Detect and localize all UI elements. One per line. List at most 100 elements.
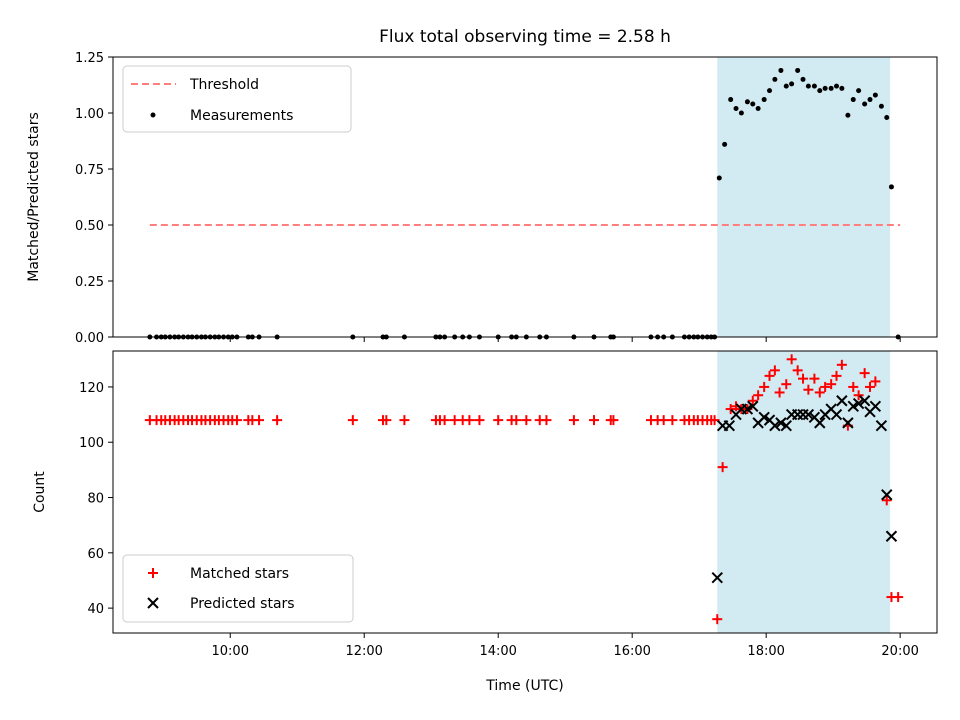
- measurement-point: [789, 81, 795, 87]
- predicted-stars-point: [852, 397, 865, 410]
- legend-matched-label: Matched stars: [190, 566, 289, 582]
- x-tick-label: 14:00: [479, 644, 516, 659]
- predicted-stars-point: [769, 419, 781, 432]
- y-tick-label: 1.00: [75, 107, 104, 122]
- matched-stars-point: [589, 415, 600, 426]
- matched-stars-point: [493, 415, 504, 426]
- y-tick-label: 60: [87, 547, 104, 562]
- top-legend: Threshold Measurements: [122, 65, 352, 133]
- measurement-point: [811, 83, 817, 89]
- matched-stars-point: [439, 415, 450, 426]
- top-legend-box: [122, 65, 352, 133]
- measurement-point: [817, 88, 823, 94]
- matched-stars-point: [865, 381, 876, 392]
- matched-stars-point: [781, 379, 792, 390]
- predicted-stars-point: [875, 419, 888, 432]
- legend-predicted-label: Predicted stars: [190, 596, 295, 612]
- matched-stars-point: [859, 368, 870, 379]
- measurement-point: [772, 76, 778, 82]
- predicted-stars-point: [847, 400, 859, 413]
- measurement-point: [839, 85, 845, 91]
- matched-stars-point: [870, 376, 881, 387]
- x-tick-label: 16:00: [613, 644, 650, 659]
- top-y-axis-ticks: 0.00 0.25 0.50 0.75 1.00 1.25: [75, 51, 113, 346]
- measurement-point: [834, 83, 840, 89]
- matched-stars-point: [774, 387, 785, 398]
- measurement-point: [856, 88, 862, 94]
- x-tick-label: 18:00: [747, 644, 784, 659]
- matched-stars-point: [747, 395, 758, 406]
- matched-stars-point: [381, 415, 392, 426]
- predicted-stars-point: [780, 419, 792, 432]
- matched-stars-point: [717, 462, 728, 473]
- y-tick-label: 0.75: [75, 163, 104, 178]
- chart-title: Flux total observing time = 2.58 h: [379, 27, 671, 47]
- matched-stars-point: [764, 370, 775, 381]
- measurement-point: [733, 106, 739, 112]
- top-y-axis-label: Matched/Predicted stars: [26, 112, 42, 282]
- matched-stars-point: [753, 390, 764, 401]
- top-panel: 0.00 0.25 0.50 0.75 1.00 1.25 Matched/Predict…: [26, 51, 938, 346]
- measurement-point: [738, 110, 744, 116]
- matched-stars-point: [608, 415, 619, 426]
- matched-stars-point: [803, 384, 814, 395]
- matched-stars-point: [786, 354, 797, 365]
- measurement-point: [805, 83, 811, 89]
- predicted-stars-point: [741, 403, 754, 415]
- matched-stars-point: [347, 415, 358, 426]
- y-tick-label: 120: [79, 381, 104, 396]
- predicted-stars-point: [858, 395, 871, 407]
- legend-measurements-label: Measurements: [190, 108, 293, 124]
- matched-stars-point: [725, 404, 736, 415]
- matched-stars-point: [541, 415, 552, 426]
- y-tick-label: 0.25: [75, 275, 104, 290]
- measurement-point: [750, 101, 756, 107]
- top-shaded-span: [717, 57, 891, 337]
- bottom-x-axis-ticks: 10:00 12:00 14:00 16:00 18:00 20:00: [212, 633, 919, 659]
- measurement-point: [878, 103, 884, 109]
- matched-stars-point: [521, 415, 532, 426]
- measurement-point: [867, 97, 873, 103]
- matched-stars-point: [231, 415, 242, 426]
- matched-stars-point: [759, 381, 770, 392]
- legend-matched-swatch: [148, 568, 158, 578]
- predicted-stars-point: [881, 489, 893, 501]
- bottom-y-axis-label: Count: [32, 471, 48, 513]
- bottom-marks: [144, 354, 904, 625]
- measurement-point: [728, 97, 734, 103]
- predicted-stars-point: [758, 411, 770, 424]
- measurement-point: [767, 88, 773, 94]
- matched-stars-point: [836, 359, 847, 370]
- matched-stars-point: [667, 415, 678, 426]
- y-tick-label: 1.25: [75, 51, 104, 66]
- bottom-legend: Matched stars Predicted stars: [122, 554, 354, 623]
- measurement-point: [862, 101, 868, 107]
- measurement-point: [800, 76, 806, 82]
- matched-stars-point: [474, 415, 485, 426]
- matched-stars-point: [464, 415, 475, 426]
- measurement-point: [872, 92, 878, 98]
- measurement-point: [884, 114, 890, 120]
- measurement-point: [778, 67, 784, 73]
- y-tick-label: 80: [87, 492, 104, 507]
- matched-stars-point: [712, 614, 723, 625]
- predicted-stars-point: [802, 408, 815, 421]
- y-tick-label: 100: [79, 436, 104, 451]
- bottom-axes-frame: [112, 350, 938, 634]
- matched-stars-point: [568, 415, 579, 426]
- matched-stars-point: [769, 365, 780, 376]
- measurement-point: [716, 175, 722, 181]
- bottom-panel: 40 60 80 100 120 10:00 12:00 14:00 16:00 18:00 20…: [32, 350, 938, 694]
- matched-stars-point: [853, 390, 864, 401]
- predicted-stars-point: [830, 408, 843, 421]
- top-axes-frame: [112, 56, 938, 338]
- measurement-point: [828, 85, 834, 91]
- predicted-stars-point: [747, 400, 759, 413]
- x-axis-label: Time (UTC): [485, 678, 563, 694]
- measurement-point: [744, 99, 750, 105]
- matched-stars-point: [814, 387, 825, 398]
- x-tick-label: 10:00: [212, 644, 249, 659]
- matched-stars-point: [893, 592, 904, 603]
- measurement-point: [755, 106, 761, 112]
